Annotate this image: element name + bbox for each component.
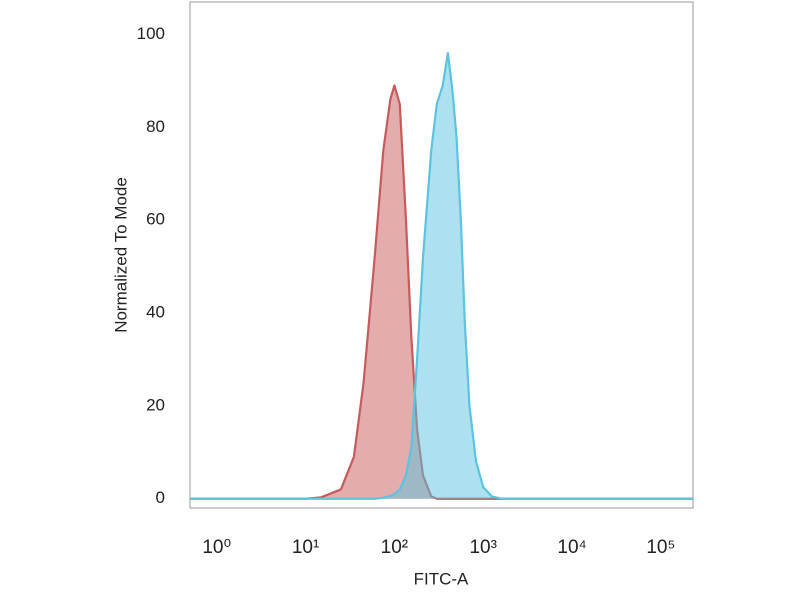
x-tick-label: 10⁵ — [646, 537, 675, 558]
y-axis-title: Normalized To Mode — [111, 177, 130, 333]
y-tick-label: 20 — [146, 395, 165, 414]
y-tick-label: 100 — [137, 24, 165, 43]
x-tick-label: 10² — [381, 537, 408, 558]
y-tick-label: 40 — [146, 303, 165, 322]
x-tick-label: 10³ — [469, 537, 496, 558]
y-tick-label: 60 — [146, 210, 165, 229]
x-tick-label: 10⁴ — [557, 537, 586, 558]
y-tick-label: 0 — [156, 488, 165, 507]
y-tick-label: 80 — [146, 117, 165, 136]
x-tick-label: 10¹ — [292, 537, 319, 558]
x-axis-title: FITC-A — [414, 569, 469, 588]
histogram-area — [190, 51, 693, 500]
x-tick-label: 10⁰ — [202, 537, 231, 558]
